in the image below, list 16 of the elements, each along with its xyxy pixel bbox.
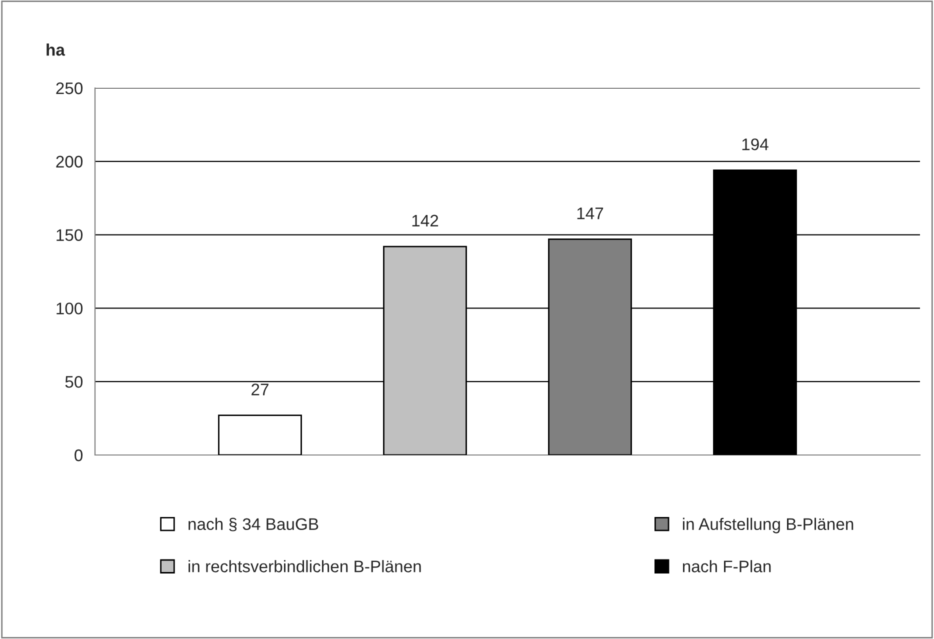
legend-label: in rechtsverbindlichen B-Plänen	[188, 560, 421, 572]
legend-label: nach § 34 BauGB	[188, 518, 318, 532]
y-tick-label: 50	[65, 376, 83, 388]
data-label: 194	[742, 138, 768, 150]
y-tick-label: 200	[56, 156, 83, 168]
legend-label: in Aufstellung B-Plänen	[682, 518, 854, 534]
y-axis-title: ha	[46, 44, 66, 56]
y-tick-label: 150	[56, 229, 83, 242]
y-tick-label: 0	[74, 449, 83, 462]
y-tick-label: 250	[56, 82, 83, 94]
bar	[218, 414, 302, 455]
y-tick-label: 100	[56, 302, 83, 314]
data-label: 147	[577, 208, 604, 220]
data-label: 142	[412, 214, 438, 226]
data-label: 27	[252, 384, 268, 396]
legend-label: nach F-Plan	[682, 560, 771, 572]
